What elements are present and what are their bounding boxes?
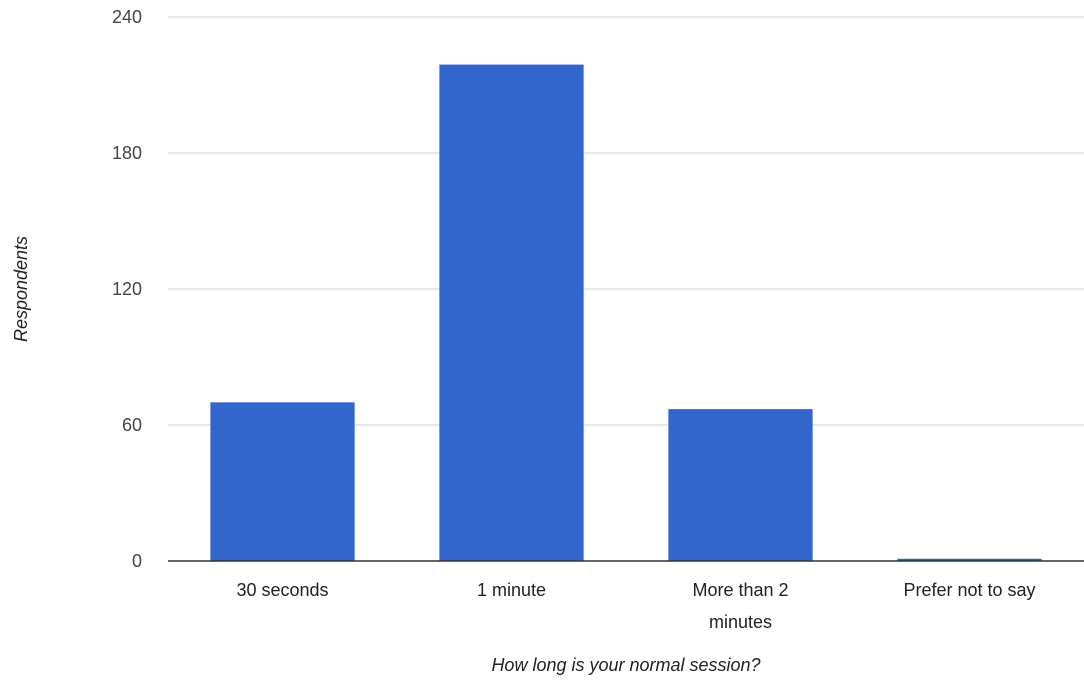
- gridlines: [168, 16, 1084, 426]
- x-category-label-3: More than 2 minutes: [692, 580, 788, 632]
- x-category-label-4: Prefer not to say: [903, 580, 1035, 600]
- y-tick-labels: 0 60 120 180 240: [112, 7, 142, 571]
- bar-3: [668, 409, 813, 561]
- y-tick-label-120: 120: [112, 279, 142, 299]
- y-tick-label-60: 60: [122, 415, 142, 435]
- x-category-labels: 30 seconds 1 minute More than 2 minutes Pref…: [236, 580, 1035, 632]
- bar-4: [897, 558, 1042, 561]
- bars: [210, 64, 1042, 561]
- bar-1: [210, 402, 355, 561]
- bar-2: [439, 64, 584, 561]
- y-tick-label-180: 180: [112, 143, 142, 163]
- y-tick-label-0: 0: [132, 551, 142, 571]
- x-category-label-1: 30 seconds: [236, 580, 328, 600]
- y-tick-label-240: 240: [112, 7, 142, 27]
- y-axis-title: Respondents: [11, 236, 31, 342]
- x-axis-title: How long is your normal session?: [491, 655, 760, 675]
- x-category-label-2: 1 minute: [477, 580, 546, 600]
